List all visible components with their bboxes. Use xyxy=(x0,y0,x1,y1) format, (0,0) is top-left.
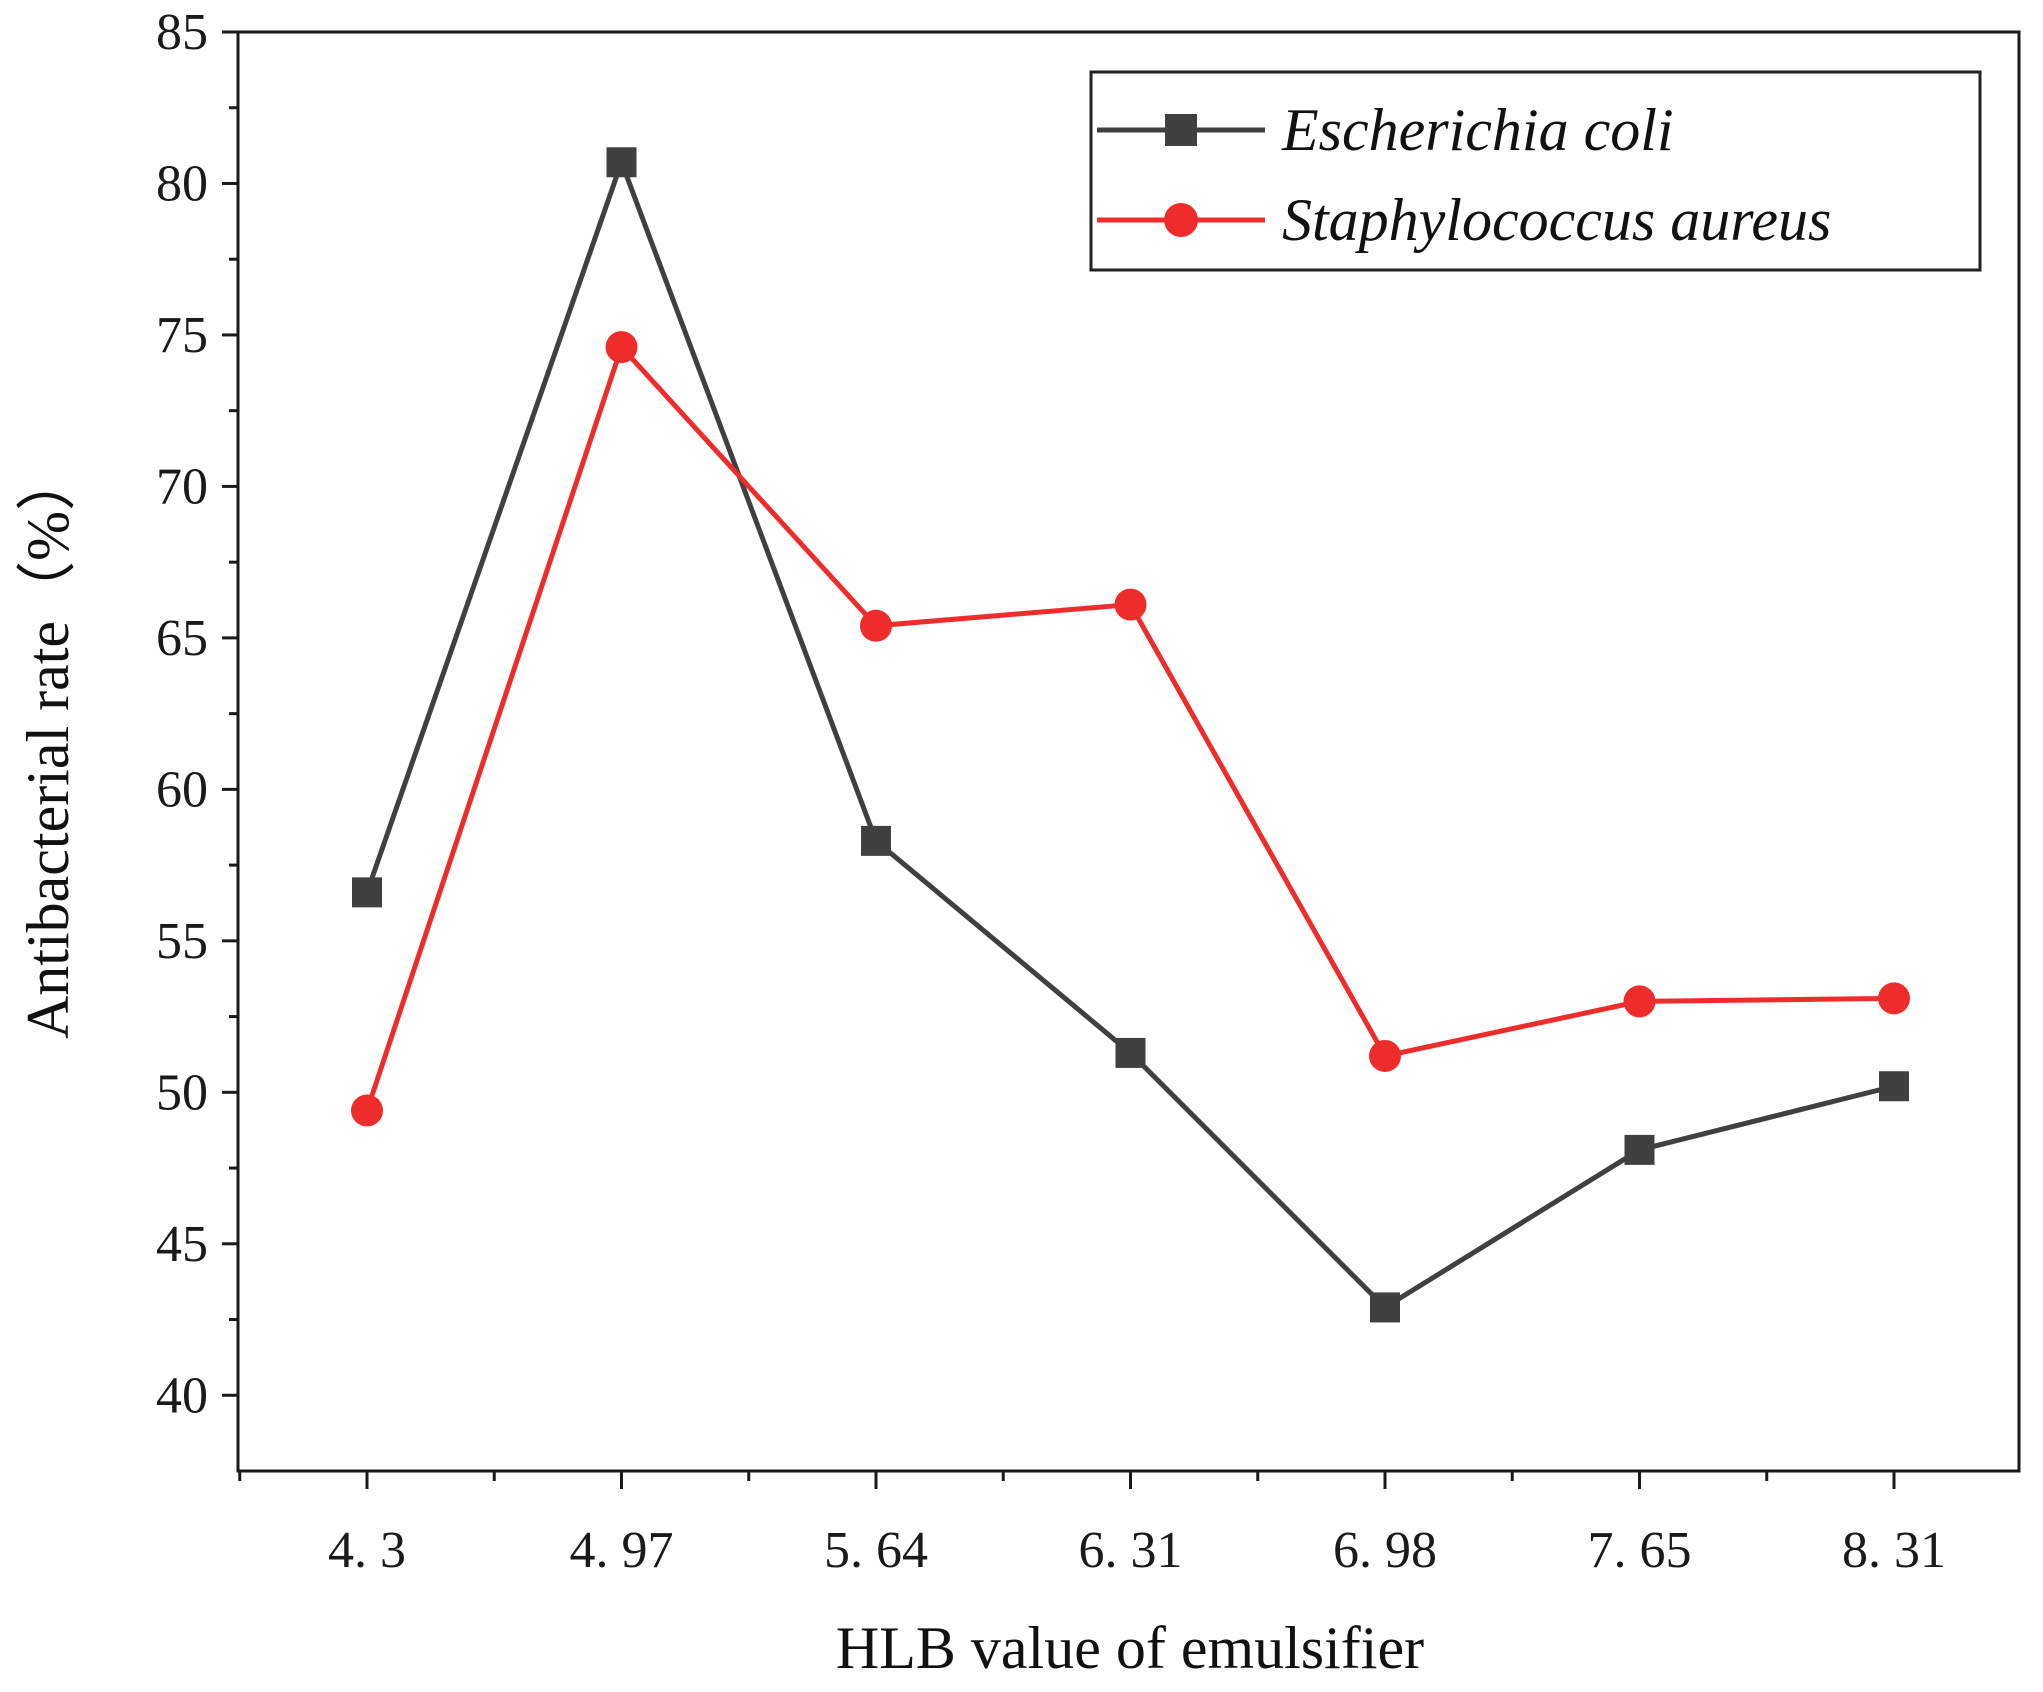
x-tick-label: 5. 64 xyxy=(824,1522,928,1579)
series-staphylococcus-aureus xyxy=(351,331,1910,1127)
y-tick-label: 60 xyxy=(156,761,208,818)
series-group xyxy=(351,147,1910,1323)
data-point xyxy=(606,147,637,178)
data-point xyxy=(1114,588,1147,621)
series-escherichia-coli xyxy=(352,147,1909,1323)
data-point xyxy=(861,825,891,856)
series-line xyxy=(364,154,1895,1311)
legend-marker-saureus xyxy=(1164,203,1198,237)
y-tick-label: 45 xyxy=(156,1216,208,1273)
x-tick-label: 4. 97 xyxy=(570,1522,674,1579)
data-point xyxy=(860,609,892,642)
legend-box xyxy=(1089,70,1982,272)
data-point xyxy=(1624,1134,1655,1165)
y-axis-title: Antibacterial rate（%） xyxy=(15,451,81,1039)
axes xyxy=(236,30,2021,1473)
y-tick-label: 50 xyxy=(156,1064,208,1121)
series-line xyxy=(364,342,1895,1112)
data-point xyxy=(1878,982,1910,1015)
y-tick-label: 75 xyxy=(156,307,208,364)
tick-marks xyxy=(222,30,1896,1489)
x-tick-label: 6. 31 xyxy=(1079,1522,1183,1579)
legend-label-saureus: Staphylococcus aureus xyxy=(1282,187,1831,253)
legend-marker-ecoli xyxy=(1165,114,1197,146)
data-point xyxy=(352,877,382,908)
legend-label-ecoli: Escherichia coli xyxy=(1281,97,1674,163)
x-tick-label: 8. 31 xyxy=(1842,1522,1946,1579)
x-tick-labels: 4. 3 4. 97 5. 64 6. 31 6. 98 7. 65 8. 31 xyxy=(328,1522,1946,1579)
x-tick-label: 7. 65 xyxy=(1588,1522,1692,1579)
plot-frame xyxy=(236,30,2021,1473)
data-point xyxy=(1370,1292,1400,1323)
x-axis-title: HLB value of emulsifier xyxy=(836,1615,1424,1681)
x-tick-label: 4. 3 xyxy=(328,1522,406,1579)
legend: Escherichia coli Staphylococcus aureus xyxy=(1089,70,1982,272)
data-point xyxy=(1369,1039,1401,1072)
y-tick-label: 65 xyxy=(156,610,208,667)
y-tick-labels: 40 45 50 55 60 65 70 75 80 85 xyxy=(156,4,208,1424)
y-tick-label: 70 xyxy=(156,458,208,515)
y-tick-label: 40 xyxy=(156,1367,208,1424)
y-tick-label: 80 xyxy=(156,155,208,212)
data-point xyxy=(605,331,638,364)
y-tick-label: 85 xyxy=(156,4,208,61)
data-point xyxy=(1623,985,1656,1018)
data-point xyxy=(1115,1037,1146,1068)
data-point xyxy=(351,1094,383,1127)
x-tick-label: 6. 98 xyxy=(1333,1522,1437,1579)
data-point xyxy=(1879,1071,1909,1102)
y-tick-label: 55 xyxy=(156,913,208,970)
